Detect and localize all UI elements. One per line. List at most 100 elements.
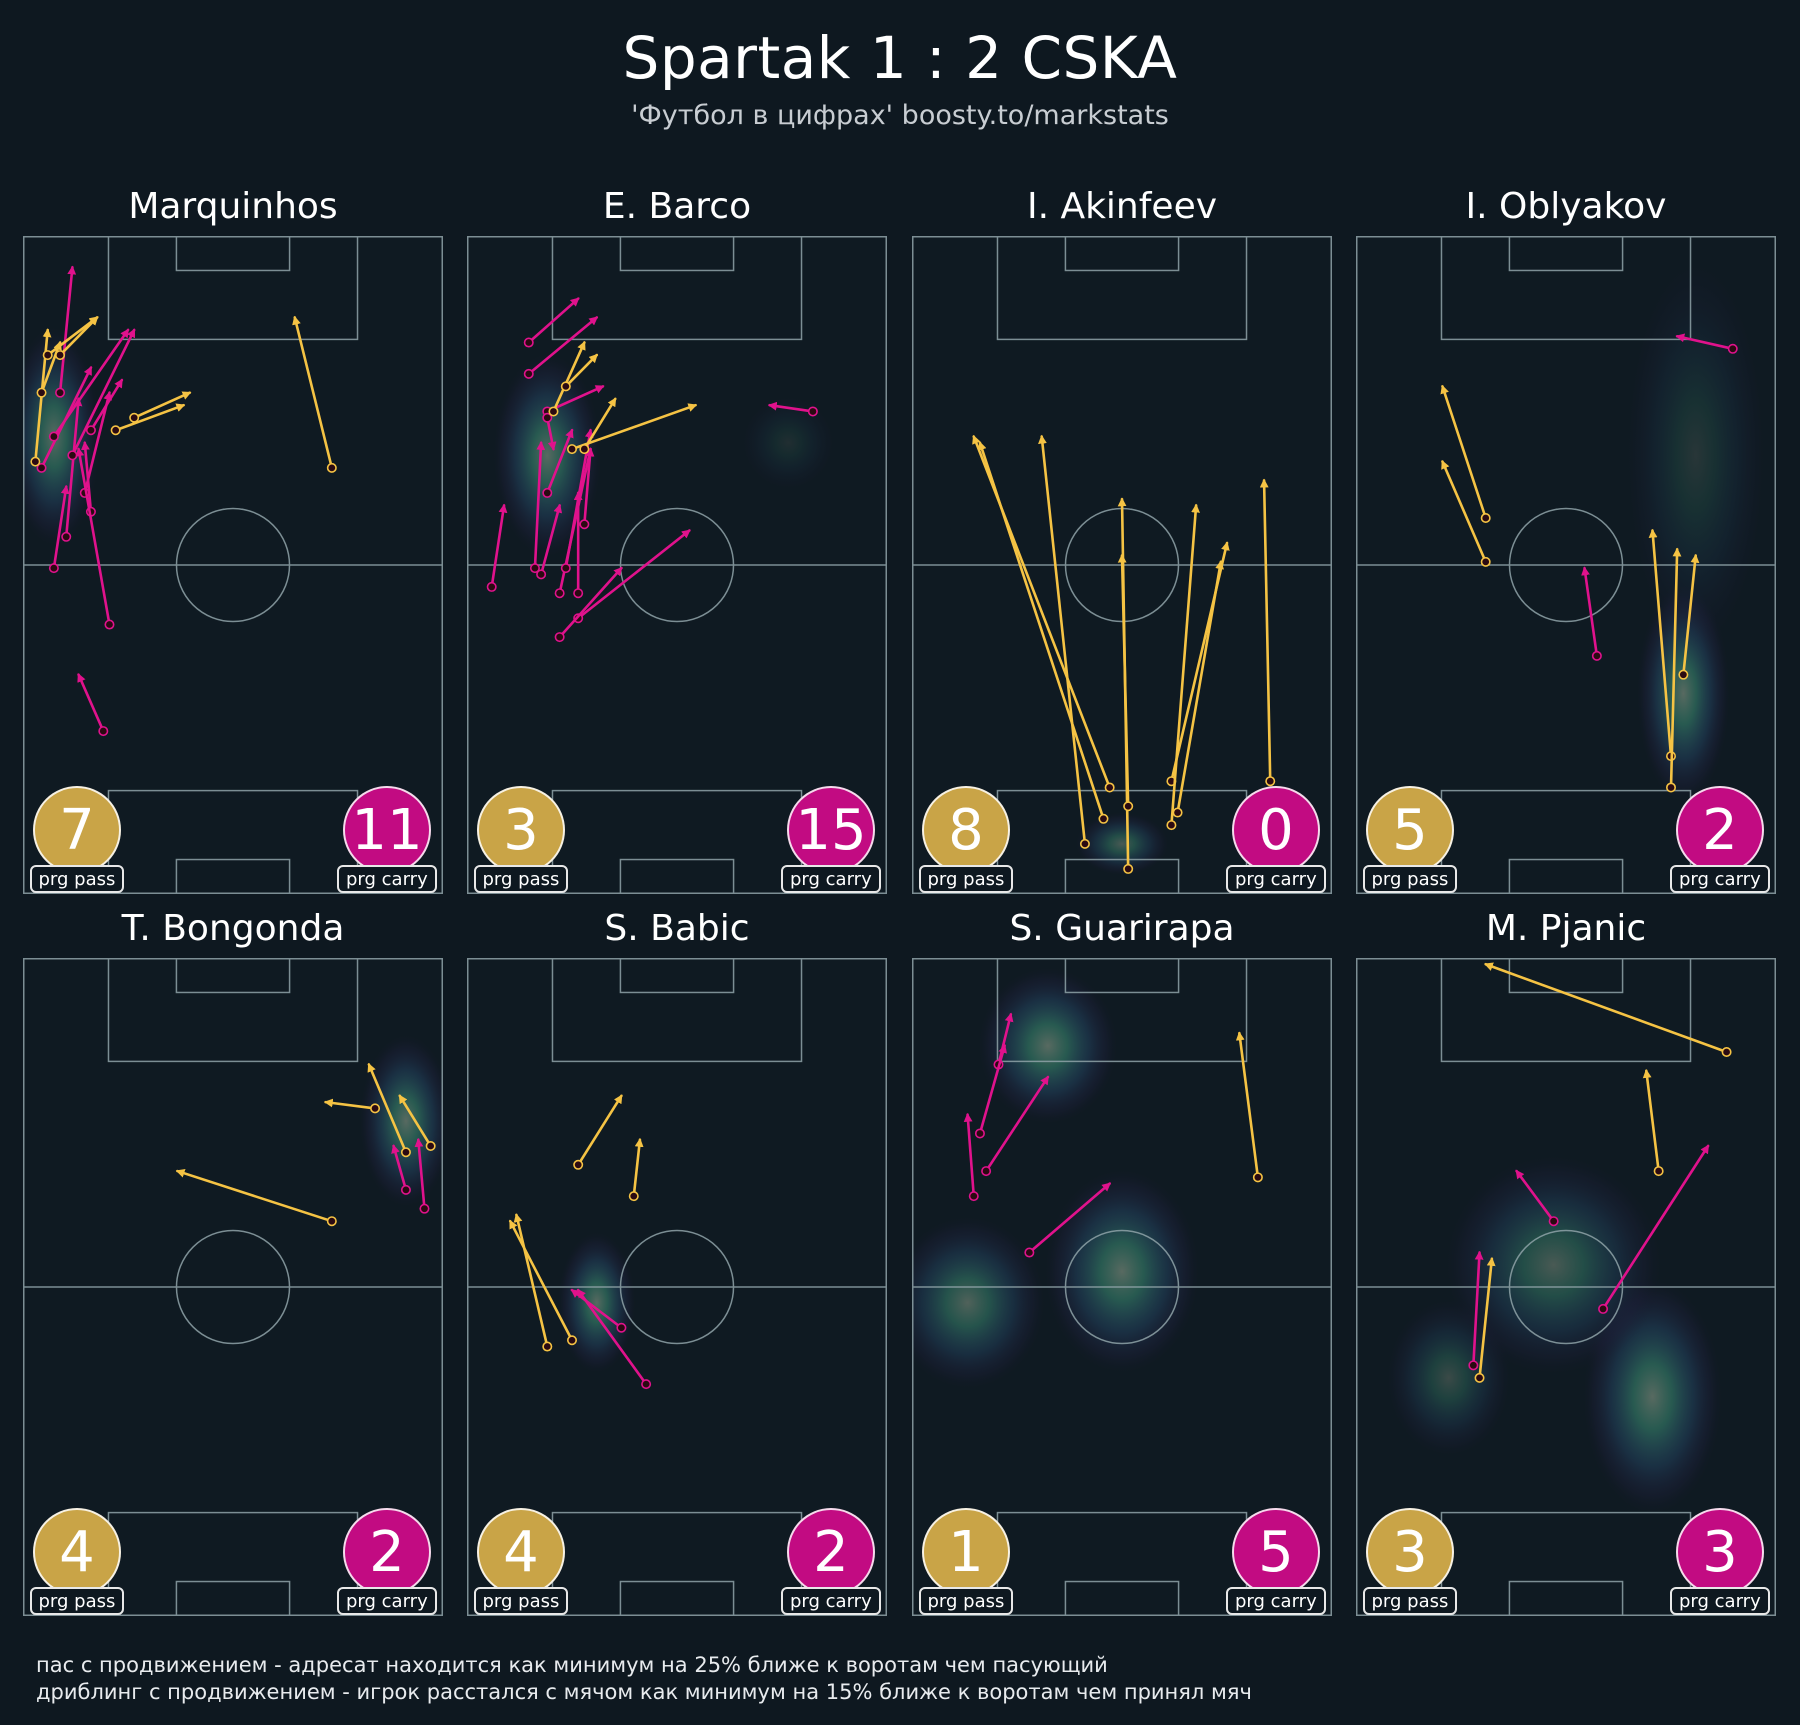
pass-start-point [370,1103,381,1114]
pass-start-point [573,1159,584,1170]
carry-start-point [1591,650,1602,661]
pass-arrow [398,1094,432,1148]
prg-carry-count-badge: 0 [1232,786,1320,874]
heatmap [912,967,1200,1389]
pass-arrow [977,441,1105,821]
pass-arrow [175,1169,334,1223]
pass-start-point [1665,782,1676,793]
player-name: Marquinhos [128,186,338,227]
prg-carry-count-badge: 5 [1232,1508,1320,1596]
carry-start-point [98,726,109,737]
carry-start-point [419,1203,430,1214]
carry-arrow [576,1288,648,1386]
prg-carry-count-badge: 3 [1676,1508,1764,1596]
pass-start-point [628,1191,639,1202]
carry-arrow [984,1075,1050,1173]
pass-arrow [632,1137,644,1198]
prg-pass-count-badge: 4 [477,1508,565,1596]
pass-arrow [114,403,186,432]
prg-pass-label: prg pass [29,1587,125,1615]
pass-start-point [1480,512,1491,523]
pass-arrow [564,353,599,388]
chart-title: Spartak 1 : 2 CSKA [622,24,1178,92]
pass-arrow [1440,384,1488,520]
prg-carry-count-badge: 2 [343,1508,431,1596]
carry-arrow [533,441,546,570]
pass-arrow [1642,1069,1660,1173]
carry-arrow [490,503,508,589]
carry-arrow [52,328,130,438]
pass-start-point [1474,1372,1485,1383]
pass-start-point [1265,776,1276,787]
heat-zone [741,395,835,490]
carry-arrow [52,484,70,570]
carry-arrow [545,428,574,495]
carry-start-point [536,569,547,580]
carry-start-point [523,337,534,348]
prg-carry-label: prg carry [781,1587,881,1615]
pass-arrow [40,340,62,394]
carry-start-point [55,387,66,398]
pass-start-point [326,462,337,473]
heat-zone [1044,1169,1200,1374]
carry-arrow [64,397,83,539]
pass-arrow [513,1213,549,1348]
pass-arrow [570,403,698,451]
pass-start-point [42,350,53,361]
pass-start-point [55,350,66,361]
heat-zone [359,1034,443,1208]
carry-arrow [767,401,815,413]
pass-start-point [30,456,41,467]
heat-zone [558,1232,636,1374]
pass-arrow [1441,459,1488,564]
pitch [1356,958,1776,1616]
prg-pass-label: prg pass [918,1587,1014,1615]
pass-start-point [1653,1166,1664,1177]
pitch [467,958,887,1616]
pass-arrow [367,1062,408,1154]
pass-start-point [110,425,121,436]
pass-arrow [1484,962,1728,1054]
carry-start-point [573,588,584,599]
pass-arrow [583,397,617,451]
carry-arrow [1472,1250,1484,1367]
pass-arrow [576,1094,623,1167]
carry-start-point [48,563,59,574]
carry-start-point [1727,343,1738,354]
prg-carry-label: prg carry [1226,865,1326,893]
carry-start-point [36,462,47,473]
carry-arrow [1028,1182,1111,1254]
pitch [23,236,443,894]
carry-arrow [414,1137,426,1210]
carry-start-point [400,1184,411,1195]
pass-start-point [542,1341,553,1352]
heat-zone [1445,1155,1662,1375]
carry-start-point [1598,1303,1609,1314]
prg-pass-count-badge: 3 [1366,1508,1454,1596]
carry-start-point [542,412,553,423]
carry-start-point [85,425,96,436]
player-name: I. Akinfeev [1026,186,1218,227]
heat-zone [912,1216,1045,1389]
prg-carry-label: prg carry [781,865,881,893]
player-name: T. Bongonda [121,908,345,949]
prg-pass-label: prg pass [1362,1587,1458,1615]
carry-arrow [1601,1144,1710,1311]
carry-start-point [1468,1360,1479,1371]
prg-carry-label: prg carry [1226,1587,1326,1615]
carry-start-point [807,406,818,417]
heatmap [558,1232,636,1374]
carry-start-point [554,588,565,599]
carry-start-point [560,563,571,574]
carry-arrow [89,378,124,432]
carry-arrow [558,566,623,639]
prg-pass-count-badge: 3 [477,786,565,874]
pass-arrow [1478,1257,1496,1380]
prg-pass-count-badge: 8 [922,786,1010,874]
carry-arrow [527,316,599,376]
pitch [467,236,887,894]
pass-arrow [552,340,586,413]
prg-pass-label: prg pass [29,865,125,893]
carry-arrow [1675,333,1735,351]
